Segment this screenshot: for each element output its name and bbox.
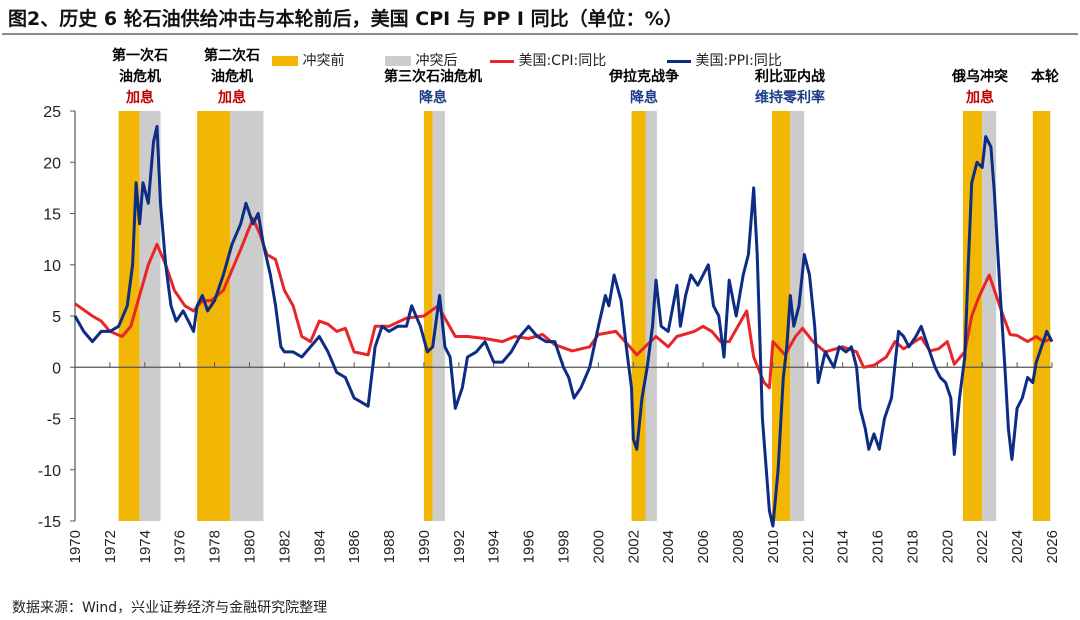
- shade-after-6: [982, 111, 997, 521]
- y-tick-label: -15: [38, 514, 61, 531]
- shade-before-4: [631, 111, 646, 521]
- chart-title: 图2、历史 6 轮石油供给冲击与本轮前后，美国 CPI 与 PP I 同比（单位…: [8, 8, 683, 30]
- x-tick-label: 1990: [416, 530, 433, 563]
- shade-before-5: [771, 111, 791, 521]
- x-tick-label: 2008: [730, 530, 747, 563]
- x-tick-label: 2014: [835, 530, 852, 563]
- x-tick-label: 1970: [67, 530, 84, 563]
- legend-swatch-after: [385, 56, 411, 66]
- legend-item-ppi: 美国:PPI:同比: [667, 50, 782, 70]
- annotation-title: 本轮: [1031, 69, 1059, 85]
- y-tick-label: 25: [43, 104, 61, 121]
- cpi-line: [74, 217, 1053, 390]
- annotation-policy: 降息: [630, 90, 658, 106]
- annotation-policy: 降息: [419, 90, 447, 106]
- y-tick-label: 10: [43, 258, 61, 275]
- legend-swatch-before: [272, 56, 298, 66]
- shade-after-4: [645, 111, 657, 521]
- annotation-title: 俄乌冲突: [952, 69, 1008, 85]
- x-tick-label: 2000: [590, 530, 607, 563]
- y-tick-label: 15: [43, 207, 61, 224]
- y-tick-label: 0: [52, 360, 61, 377]
- annotation-title: 伊拉克战争: [609, 69, 679, 85]
- x-tick-label: 2026: [1044, 530, 1061, 563]
- annotation-title: 第一次石: [112, 48, 168, 64]
- legend-item-before: 冲突前: [272, 50, 344, 70]
- x-tick-label: 1978: [207, 530, 224, 563]
- x-tick-label: 1988: [381, 530, 398, 563]
- legend-line-ppi: [667, 59, 691, 63]
- x-tick-label: 2022: [974, 530, 991, 563]
- shade-before-2: [197, 111, 231, 521]
- x-tick-label: 1994: [486, 530, 503, 563]
- x-tick-label: 2018: [904, 530, 921, 563]
- x-tick-label: 2010: [765, 530, 782, 563]
- source-note: 数据来源：Wind，兴业证券经济与金融研究院整理: [12, 600, 328, 616]
- title-divider: [2, 33, 1078, 35]
- annotation-policy: 加息: [126, 90, 154, 106]
- legend-label-before: 冲突前: [302, 53, 345, 69]
- ppi-line: [73, 124, 1054, 528]
- legend-item-cpi: 美国:CPI:同比: [490, 50, 606, 70]
- y-tick-label: 5: [52, 309, 61, 326]
- annotation-title: 利比亚内战: [755, 69, 825, 85]
- legend-label-after: 冲突后: [415, 53, 458, 69]
- shade-after-3: [432, 111, 445, 521]
- shade-before-3: [423, 111, 433, 521]
- x-tick-label: 1986: [346, 530, 363, 563]
- annotation-libya-war: 利比亚内战 维持零利率: [755, 67, 825, 109]
- x-tick-label: 1984: [311, 530, 328, 563]
- annotation-russia-ukraine: 俄乌冲突 加息: [952, 67, 1008, 109]
- legend-label-cpi: 美国:CPI:同比: [518, 53, 607, 69]
- x-tick-label: 1992: [451, 530, 468, 563]
- x-tick-label: 2002: [625, 530, 642, 563]
- x-tick-label: 2012: [800, 530, 817, 563]
- shade-after-2: [230, 111, 264, 521]
- annotation-title: 油危机: [211, 69, 253, 85]
- annotation-current-round: 本轮: [1031, 67, 1059, 88]
- shade-before-7: [1032, 111, 1051, 521]
- x-tick-label: 1980: [241, 530, 258, 563]
- x-tick-label: 2004: [660, 530, 677, 563]
- x-tick-label: 1982: [276, 530, 293, 563]
- annotation-policy: 维持零利率: [755, 90, 825, 106]
- annotation-policy: 加息: [966, 90, 994, 106]
- shade-after-1: [139, 111, 161, 521]
- legend-item-after: 冲突后: [385, 50, 457, 70]
- annotation-policy: 加息: [218, 90, 246, 106]
- x-tick-label: 1972: [102, 530, 119, 563]
- annotation-oil-crisis-1: 第一次石 油危机 加息: [112, 46, 168, 109]
- legend-line-cpi: [490, 59, 514, 63]
- y-tick-label: 20: [43, 155, 61, 172]
- y-tick-label: -10: [38, 463, 61, 480]
- annotation-title: 第三次石油危机: [384, 69, 482, 85]
- x-tick-label: 2016: [870, 530, 887, 563]
- x-tick-label: 1998: [556, 530, 573, 563]
- x-tick-label: 2006: [695, 530, 712, 563]
- y-tick-label: -5: [47, 412, 61, 429]
- legend-label-ppi: 美国:PPI:同比: [695, 53, 782, 69]
- annotation-title: 第二次石: [204, 48, 260, 64]
- annotation-title: 油危机: [119, 69, 161, 85]
- x-tick-label: 2024: [1009, 530, 1026, 563]
- x-tick-label: 2020: [939, 530, 956, 563]
- x-tick-label: 1974: [137, 530, 154, 563]
- x-tick-label: 1976: [172, 530, 189, 563]
- annotation-oil-crisis-2: 第二次石 油危机 加息: [204, 46, 260, 109]
- annotation-oil-crisis-3: 第三次石油危机 降息: [384, 67, 482, 109]
- annotation-iraq-war: 伊拉克战争 降息: [609, 67, 679, 109]
- x-tick-label: 1996: [521, 530, 538, 563]
